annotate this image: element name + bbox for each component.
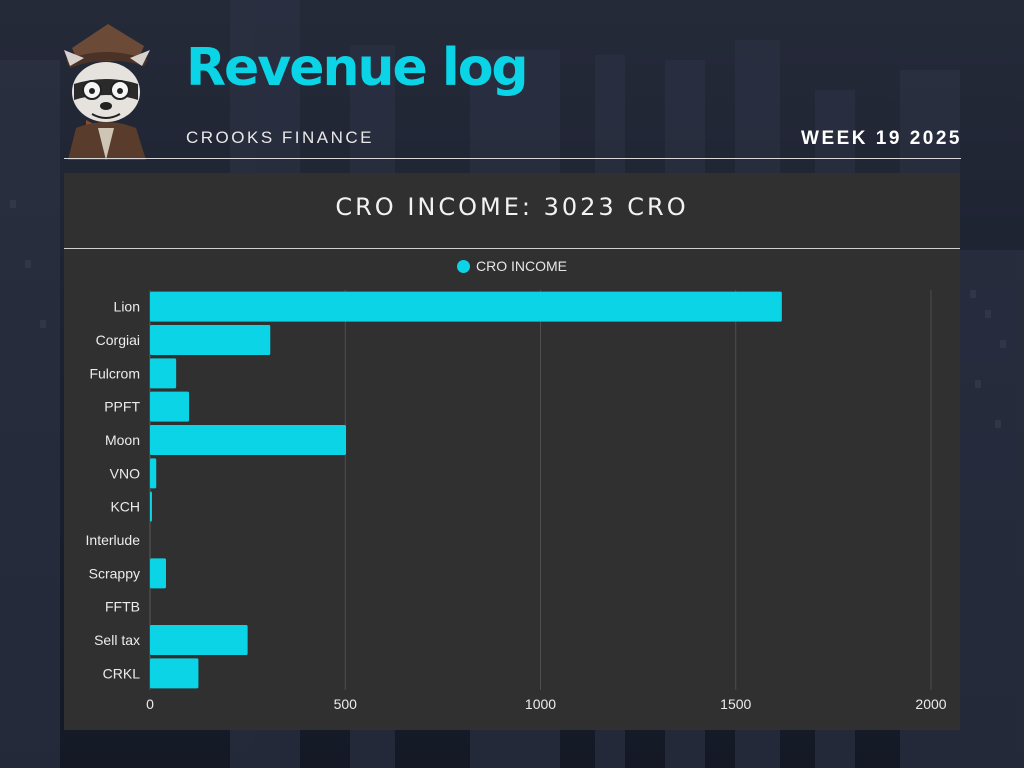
- category-label: Sell tax: [94, 632, 140, 648]
- category-label: FFTB: [105, 599, 140, 615]
- bar-moon: [150, 425, 347, 455]
- bar-scrappy: [150, 558, 167, 589]
- chart-title: CRO INCOME: 3023 CRO: [335, 193, 689, 221]
- bar-fulcrom: [150, 358, 177, 389]
- chart-title-divider: [64, 248, 960, 249]
- legend-swatch: [457, 260, 470, 273]
- bar-vno: [150, 458, 157, 489]
- category-label: Moon: [105, 432, 140, 448]
- bar-sell-tax: [150, 625, 248, 655]
- bar-lion: [150, 291, 782, 322]
- category-label: Lion: [114, 299, 140, 315]
- x-tick-label: 500: [334, 696, 358, 712]
- x-tick-label: 1000: [525, 696, 556, 712]
- page-title: Revenue log: [186, 38, 529, 98]
- category-label: Scrappy: [89, 565, 140, 581]
- week-label: WEEK 19 2025: [801, 128, 962, 149]
- raccoon-detective-logo: [64, 24, 150, 160]
- category-label: VNO: [110, 465, 140, 481]
- brand-subtitle: CROOKS FINANCE: [186, 128, 375, 147]
- category-label: Interlude: [86, 532, 141, 548]
- category-label: Corgiai: [96, 332, 140, 348]
- category-label: PPFT: [104, 399, 140, 415]
- bar-corgiai: [150, 325, 271, 355]
- chart-legend[interactable]: CRO INCOME: [64, 258, 960, 274]
- x-tick-label: 0: [146, 696, 154, 712]
- legend-label: CRO INCOME: [476, 258, 567, 274]
- bar-crkl: [150, 658, 199, 689]
- category-label: CRKL: [103, 665, 141, 681]
- x-tick-label: 1500: [720, 696, 751, 712]
- category-label: Fulcrom: [89, 365, 140, 381]
- bar-ppft: [150, 391, 190, 422]
- chart-panel: CRO INCOME: 3023 CRO CRO INCOME Lion Corg…: [64, 173, 960, 730]
- category-label: KCH: [110, 499, 140, 515]
- x-tick-label: 2000: [915, 696, 946, 712]
- bar-kch: [150, 491, 152, 522]
- header-divider: [64, 158, 961, 159]
- bar-chart: Lion Corgiai Fulcrom PPFT Moon VNO KCH Interlud…: [86, 290, 947, 712]
